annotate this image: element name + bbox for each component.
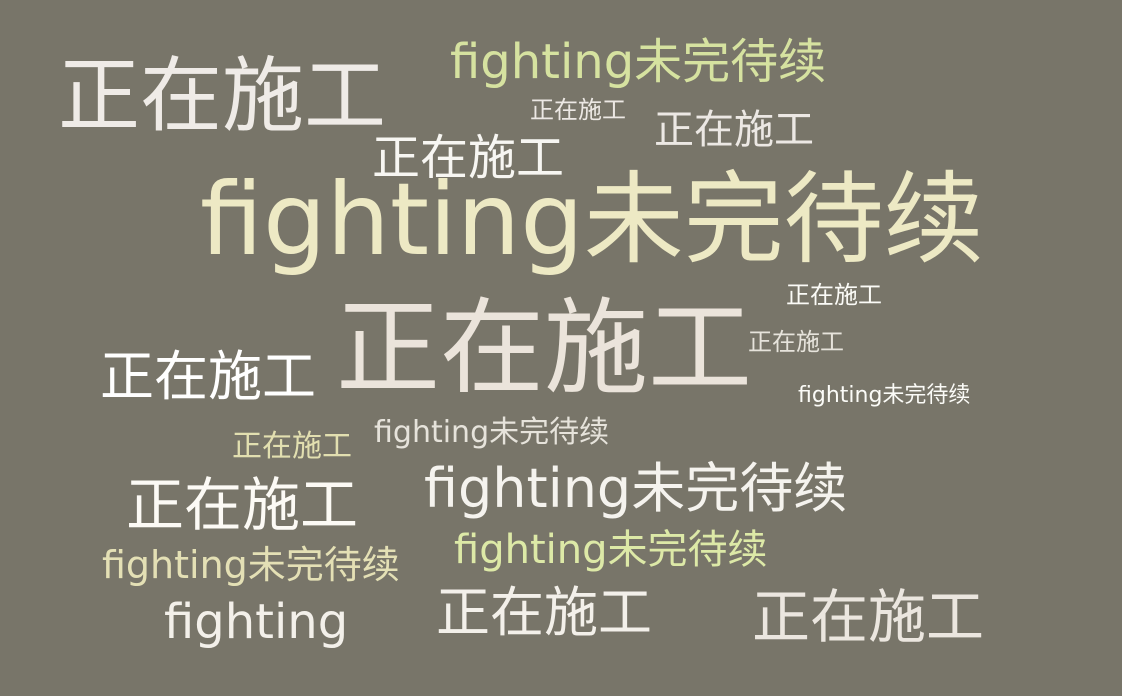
cloud-word: 正在施工: [786, 281, 882, 309]
cloud-word: 正在施工: [752, 583, 985, 651]
cloud-word: 正在施工: [336, 287, 753, 409]
cloud-word: 正在施工: [436, 581, 652, 644]
cloud-word: 正在施工: [654, 107, 814, 153]
cloud-word: fighting未完待续: [424, 457, 848, 520]
cloud-word: fighting: [164, 594, 349, 650]
cloud-word: 正在施工: [372, 130, 565, 186]
cloud-word: 正在施工: [530, 96, 626, 124]
cloud-word: fighting未完待续: [200, 161, 984, 278]
cloud-word: fighting未完待续: [374, 415, 610, 450]
cloud-word: fighting未完待续: [102, 543, 400, 587]
cloud-word: fighting未完待续: [798, 383, 971, 408]
cloud-word: 正在施工: [58, 49, 387, 144]
cloud-word: 正在施工: [748, 328, 844, 356]
cloud-word: 正在施工: [126, 471, 359, 539]
cloud-word: fighting未完待续: [450, 34, 827, 90]
cloud-word: 正在施工: [100, 345, 316, 408]
cloud-word: fighting未完待续: [454, 527, 768, 573]
cloud-word: 正在施工: [232, 429, 352, 464]
